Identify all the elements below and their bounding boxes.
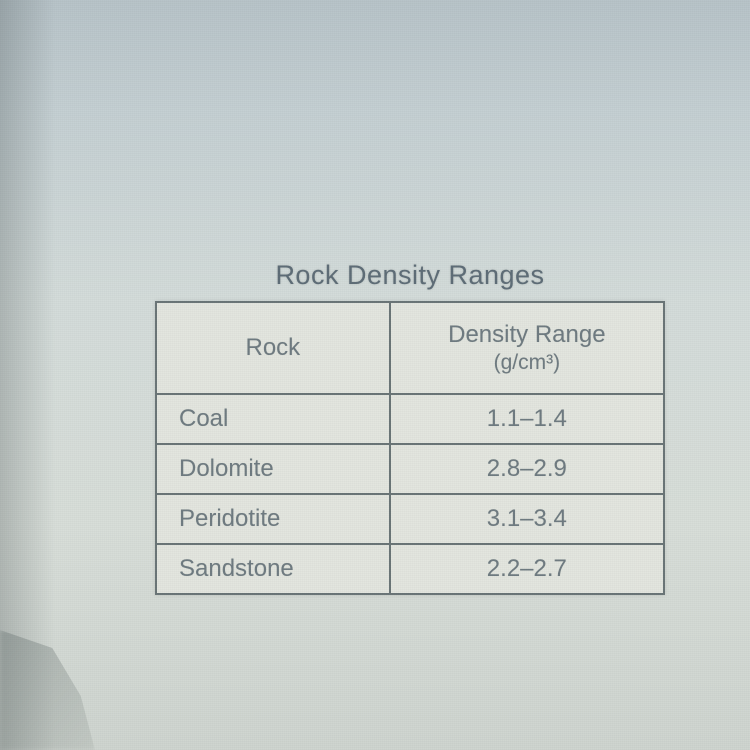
cell-rock: Sandstone bbox=[156, 544, 390, 594]
rock-density-table: Rock Density Range (g/cm³) Coal 1.1–1.4 … bbox=[155, 301, 665, 595]
table-row: Peridotite 3.1–3.4 bbox=[156, 494, 664, 544]
header-rock: Rock bbox=[156, 302, 390, 394]
table-row: Sandstone 2.2–2.7 bbox=[156, 544, 664, 594]
corner-object bbox=[0, 630, 95, 750]
header-density: Density Range (g/cm³) bbox=[390, 302, 664, 394]
cell-range: 3.1–3.4 bbox=[390, 494, 664, 544]
table-caption: Rock Density Ranges bbox=[155, 260, 665, 291]
rock-density-table-region: Rock Density Ranges Rock Density Range (… bbox=[155, 260, 665, 595]
header-density-label: Density Range bbox=[448, 321, 605, 348]
cell-rock: Coal bbox=[156, 394, 390, 444]
table-row: Dolomite 2.8–2.9 bbox=[156, 444, 664, 494]
table-header-row: Rock Density Range (g/cm³) bbox=[156, 302, 664, 394]
cell-range: 2.8–2.9 bbox=[390, 444, 664, 494]
cell-rock: Peridotite bbox=[156, 494, 390, 544]
cell-range: 1.1–1.4 bbox=[390, 394, 664, 444]
table-row: Coal 1.1–1.4 bbox=[156, 394, 664, 444]
header-density-unit: (g/cm³) bbox=[405, 351, 649, 375]
header-rock-label: Rock bbox=[245, 334, 300, 361]
cell-range: 2.2–2.7 bbox=[390, 544, 664, 594]
cell-rock: Dolomite bbox=[156, 444, 390, 494]
